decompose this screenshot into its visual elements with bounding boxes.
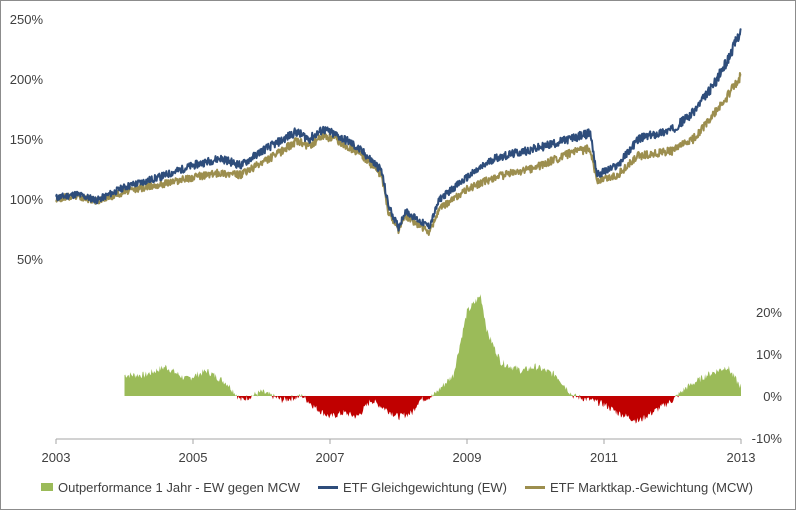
lower-y-tick-label: 20% bbox=[756, 305, 782, 320]
x-tick-label: 2009 bbox=[453, 450, 482, 465]
legend-swatch-outperformance bbox=[40, 483, 53, 491]
x-tick-label: 2003 bbox=[42, 450, 71, 465]
x-ticks: 2003 2005 2007 2009 2011 2013 bbox=[42, 439, 756, 465]
legend-item-ew: ETF Gleichgewichtung (EW) bbox=[318, 480, 507, 495]
legend: Outperformance 1 Jahr - EW gegen MCW ETF… bbox=[0, 476, 794, 498]
lower-y-tick-label: 10% bbox=[756, 347, 782, 362]
index-lines-layer bbox=[55, 28, 742, 236]
upper-y-ticks: 50% 100% 150% 200% 250% bbox=[10, 12, 44, 267]
legend-swatch-ew bbox=[318, 485, 339, 489]
legend-label-outperformance: Outperformance 1 Jahr - EW gegen MCW bbox=[57, 479, 301, 495]
outperformance-positive-area bbox=[124, 294, 741, 396]
legend-swatch-mcw bbox=[525, 485, 546, 489]
x-tick-label: 2005 bbox=[179, 450, 208, 465]
x-tick-label: 2013 bbox=[727, 450, 756, 465]
mcw-series-line bbox=[55, 72, 742, 236]
ew-series-line bbox=[55, 28, 742, 232]
upper-y-tick-label: 150% bbox=[10, 132, 44, 147]
legend-item-outperformance: Outperformance 1 Jahr - EW gegen MCW bbox=[40, 479, 301, 495]
legend-label-mcw: ETF Marktkap.-Gewichtung (MCW) bbox=[550, 479, 753, 495]
x-tick-label: 2007 bbox=[316, 450, 345, 465]
upper-y-tick-label: 100% bbox=[10, 192, 44, 207]
lower-y-tick-label: 0% bbox=[763, 389, 782, 404]
x-tick-label: 2011 bbox=[590, 450, 618, 465]
outperformance-area-layer bbox=[124, 294, 741, 424]
outperformance-negative-area bbox=[124, 396, 741, 424]
lower-y-ticks: -10% 0% 10% 20% bbox=[752, 305, 783, 446]
lower-y-tick-label: -10% bbox=[752, 431, 783, 446]
upper-y-tick-label: 250% bbox=[10, 12, 44, 27]
upper-y-tick-label: 50% bbox=[17, 252, 43, 267]
legend-label-ew: ETF Gleichgewichtung (EW) bbox=[343, 479, 508, 495]
legend-item-mcw: ETF Marktkap.-Gewichtung (MCW) bbox=[525, 480, 753, 495]
upper-y-tick-label: 200% bbox=[10, 72, 44, 87]
